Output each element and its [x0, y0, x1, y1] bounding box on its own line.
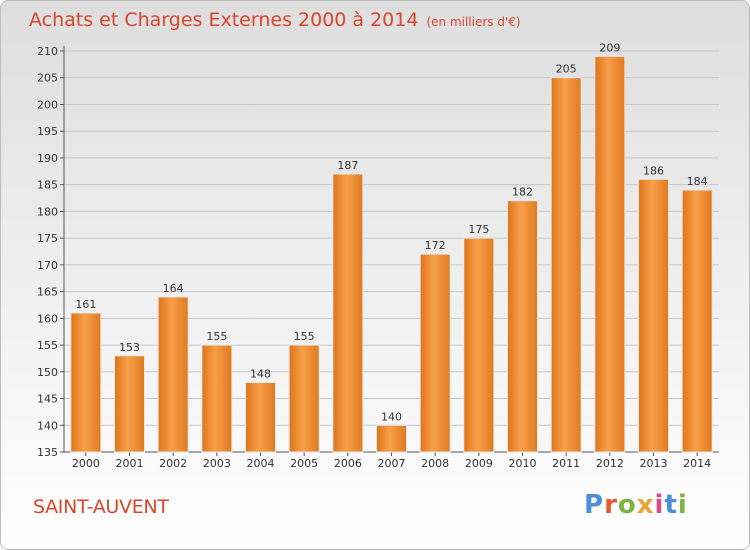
- bar-2008: [419, 253, 451, 453]
- logo-letter: i: [654, 490, 665, 520]
- x-tick-label: 2013: [640, 457, 668, 470]
- logo-letter: i: [677, 490, 688, 520]
- chart-unit: (en milliers d'€): [426, 15, 521, 29]
- commune-name: SAINT-AUVENT: [33, 496, 169, 518]
- x-tick-label: 2014: [683, 457, 711, 470]
- y-tick-label: 150: [37, 366, 58, 379]
- bar-2005: [288, 344, 320, 453]
- x-tick-label: 2012: [596, 457, 624, 470]
- y-tick-label: 185: [37, 179, 58, 192]
- bar-2003: [201, 344, 233, 453]
- bar-2002: [157, 296, 189, 453]
- logo-letter: t: [664, 490, 678, 520]
- value-label-2011: 205: [556, 63, 577, 76]
- proxiti-logo[interactable]: Proxiti: [584, 490, 688, 520]
- value-label-2006: 187: [337, 159, 358, 172]
- x-tick-label: 2005: [290, 457, 318, 470]
- x-tick-label: 2000: [72, 457, 100, 470]
- chart-title-text: Achats et Charges Externes 2000 à 2014: [29, 9, 419, 31]
- value-label-2014: 184: [687, 175, 708, 188]
- value-label-2005: 155: [294, 330, 315, 343]
- x-tick-label: 2006: [334, 457, 362, 470]
- value-label-2010: 182: [512, 186, 533, 199]
- y-tick-label: 175: [37, 232, 58, 245]
- bar-2006: [332, 173, 364, 453]
- x-tick-label: 2010: [509, 457, 537, 470]
- y-tick-label: 190: [37, 152, 58, 165]
- logo-letter: P: [584, 490, 605, 520]
- value-label-2002: 164: [163, 282, 184, 295]
- value-label-2004: 148: [250, 367, 271, 380]
- y-tick-label: 145: [37, 393, 58, 406]
- y-tick-label: 160: [37, 312, 58, 325]
- x-tick-label: 2003: [203, 457, 231, 470]
- y-tick-label: 170: [37, 259, 58, 272]
- value-label-2013: 186: [643, 164, 664, 177]
- y-tick-label: 195: [37, 125, 58, 138]
- y-tick-label: 205: [37, 72, 58, 85]
- y-tick-label: 210: [37, 45, 58, 58]
- bar-2004: [245, 381, 276, 453]
- x-tick-label: 2011: [552, 457, 580, 470]
- axes: 135 140 145 150 155 160 165 170 175 180 185 190 195 2…: [37, 45, 719, 470]
- x-tick-label: 2004: [247, 457, 275, 470]
- x-tick-label: 2008: [421, 457, 449, 470]
- bar-2014: [681, 189, 713, 453]
- value-label-2003: 155: [206, 330, 227, 343]
- chart-title: Achats et Charges Externes 2000 à 2014 (e…: [29, 9, 521, 31]
- logo-letter: r: [604, 490, 618, 520]
- bar-2001: [114, 355, 145, 453]
- x-tick-label: 2009: [465, 457, 493, 470]
- value-label-2012: 209: [599, 41, 620, 54]
- bar-2007: [376, 424, 407, 453]
- value-label-2009: 175: [468, 223, 489, 236]
- y-tick-label: 200: [37, 98, 58, 111]
- bar-2012: [594, 55, 626, 453]
- y-tick-label: 135: [37, 446, 58, 459]
- value-label-2008: 172: [425, 239, 446, 252]
- value-label-2000: 161: [75, 298, 96, 311]
- logo-letter: x: [636, 490, 655, 520]
- bar-2000: [70, 312, 102, 453]
- value-label-2007: 140: [381, 410, 402, 423]
- y-tick-label: 165: [37, 286, 58, 299]
- x-tick-label: 2007: [378, 457, 406, 470]
- y-tick-label: 180: [37, 205, 58, 218]
- bars: [70, 55, 713, 453]
- data-labels: 161 153 164 155 148 155 187 140 172 175 182 205 209 1…: [75, 41, 707, 423]
- value-label-2001: 153: [119, 341, 140, 354]
- bar-2011: [550, 77, 582, 453]
- bar-2009: [463, 237, 495, 453]
- y-tick-label: 140: [37, 419, 58, 432]
- y-tick-label: 155: [37, 339, 58, 352]
- x-tick-label: 2002: [159, 457, 187, 470]
- bar-2010: [507, 200, 538, 453]
- x-tick-label: 2001: [116, 457, 144, 470]
- bar-2013: [638, 178, 669, 453]
- logo-letter: o: [617, 490, 637, 520]
